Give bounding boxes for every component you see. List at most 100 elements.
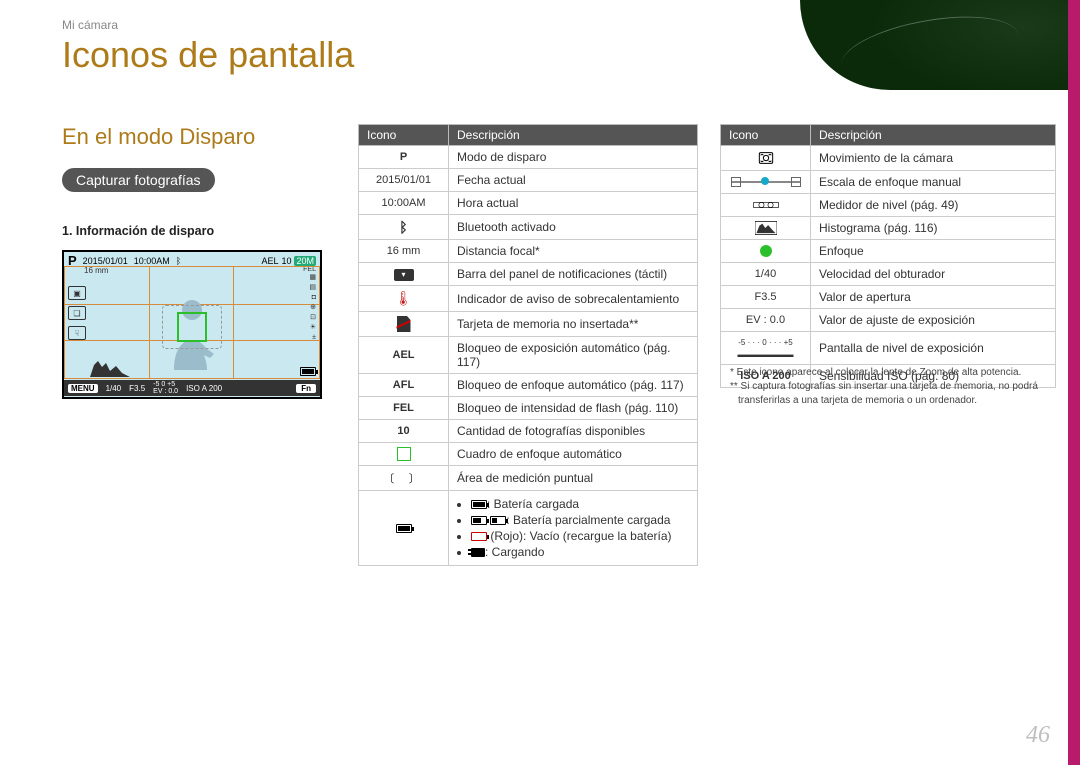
icon-cell: 16 mm xyxy=(359,240,449,263)
desc-cell: Tarjeta de memoria no insertada** xyxy=(449,312,698,337)
desc-cell: Cantidad de fotografías disponibles xyxy=(449,420,698,443)
icon-cell: ▾ xyxy=(359,263,449,286)
icon-table-left: Icono Descripción PModo de disparo2015/0… xyxy=(358,124,698,566)
desc-cell: Distancia focal* xyxy=(449,240,698,263)
touch-icon: ☟ xyxy=(68,326,86,340)
table-row: PModo de disparo xyxy=(359,146,698,169)
section-heading: En el modo Disparo xyxy=(62,124,255,150)
table-row: 2015/01/01Fecha actual xyxy=(359,169,698,192)
lcd-fn-button[interactable]: Fn xyxy=(296,384,316,393)
desc-cell: Bloqueo de enfoque automático (pág. 117) xyxy=(449,374,698,397)
icon-cell xyxy=(721,171,811,194)
table-row: 10:00AMHora actual xyxy=(359,192,698,215)
desc-cell: Histograma (pág. 116) xyxy=(811,217,1056,240)
lcd-histogram xyxy=(90,357,130,377)
lcd-bottom-bar: MENU 1/40 F3.5 -5 0 +5EV : 0.0 ISO A 200… xyxy=(64,380,320,396)
lcd-time: 10:00AM xyxy=(134,256,170,266)
footnotes: * Este icono aparece al colocar la lente… xyxy=(730,366,1060,408)
shooting-info-label: 1. Información de disparo xyxy=(62,224,214,238)
icon-cell: 10 xyxy=(359,420,449,443)
footnote-1: * Este icono aparece al colocar la lente… xyxy=(730,366,1060,380)
table-row: 〔 〕Área de medición puntual xyxy=(359,466,698,491)
table-row: 16 mmDistancia focal* xyxy=(359,240,698,263)
table-row: Cuadro de enfoque automático xyxy=(359,443,698,466)
desc-cell: Enfoque xyxy=(811,240,1056,263)
icon-cell: 2015/01/01 xyxy=(359,169,449,192)
table-row: 🌡Indicador de aviso de sobrecalentamient… xyxy=(359,286,698,312)
table-row: F3.5Valor de apertura xyxy=(721,286,1056,309)
icon-cell: -5 · · · 0 · · · +5▬▬▬▬▬▬▬ xyxy=(721,332,811,365)
col-icon: Icono xyxy=(359,125,449,146)
icon-cell: FEL xyxy=(359,397,449,420)
lcd-iso: ISO A 200 xyxy=(186,384,222,393)
desc-cell: Medidor de nivel (pág. 49) xyxy=(811,194,1056,217)
lcd-count: 10 xyxy=(281,256,291,266)
desc-cell: Fecha actual xyxy=(449,169,698,192)
table-row: Escala de enfoque manual xyxy=(721,171,1056,194)
lcd-ael: AEL xyxy=(261,256,278,266)
table-row: FELBloqueo de intensidad de flash (pág. … xyxy=(359,397,698,420)
desc-cell: Movimiento de la cámara xyxy=(811,146,1056,171)
lcd-ev-scale: -5 0 +5EV : 0.0 xyxy=(153,381,178,395)
desc-cell: Valor de apertura xyxy=(811,286,1056,309)
multi-shot-icon: ❏ xyxy=(68,306,86,320)
breadcrumb: Mi cámara xyxy=(62,18,118,32)
icon-cell: EV : 0.0 xyxy=(721,309,811,332)
icon-cell xyxy=(721,146,811,171)
icon-cell: AEL xyxy=(359,337,449,374)
desc-cell: Modo de disparo xyxy=(449,146,698,169)
side-accent-bar xyxy=(1068,0,1080,765)
lcd-af-box xyxy=(177,312,207,342)
lcd-left-icons: ▣ ❏ ☟ xyxy=(68,286,86,340)
desc-cell: Barra del panel de notificaciones (tácti… xyxy=(449,263,698,286)
footnote-2: ** Si captura fotografías sin insertar u… xyxy=(730,380,1060,408)
table-row: Enfoque xyxy=(721,240,1056,263)
lcd-date: 2015/01/01 xyxy=(83,256,128,266)
lcd-menu-button[interactable]: MENU xyxy=(68,384,98,393)
page-title: Iconos de pantalla xyxy=(62,34,354,76)
icon-cell xyxy=(721,217,811,240)
lcd-bluetooth-icon: ᛒ xyxy=(176,256,181,266)
icon-cell xyxy=(359,312,449,337)
desc-cell: Área de medición puntual xyxy=(449,466,698,491)
icon-cell xyxy=(359,491,449,566)
lcd-mp-badge: 20M xyxy=(294,256,316,266)
table-row: : Batería cargada : Batería parcialmente… xyxy=(359,491,698,566)
table-row: Medidor de nivel (pág. 49) xyxy=(721,194,1056,217)
lcd-right-icons: ▦▤◘⊕⊡☀± xyxy=(309,274,316,341)
desc-cell: Valor de ajuste de exposición xyxy=(811,309,1056,332)
desc-cell: Pantalla de nivel de exposición xyxy=(811,332,1056,365)
table-row: 10Cantidad de fotografías disponibles xyxy=(359,420,698,443)
desc-cell: Escala de enfoque manual xyxy=(811,171,1056,194)
icon-cell xyxy=(359,443,449,466)
icon-cell xyxy=(721,194,811,217)
table-row: ᛒBluetooth activado xyxy=(359,215,698,240)
desc-cell: Velocidad del obturador xyxy=(811,263,1056,286)
table-row: AELBloqueo de exposición automático (pág… xyxy=(359,337,698,374)
icon-table-right: Icono Descripción Movimiento de la cámar… xyxy=(720,124,1056,388)
table-row: 1/40Velocidad del obturador xyxy=(721,263,1056,286)
desc-cell: Cuadro de enfoque automático xyxy=(449,443,698,466)
icon-cell: 10:00AM xyxy=(359,192,449,215)
icon-cell: ᛒ xyxy=(359,215,449,240)
col-icon: Icono xyxy=(721,125,811,146)
desc-cell: : Batería cargada : Batería parcialmente… xyxy=(449,491,698,566)
table-row: Movimiento de la cámara xyxy=(721,146,1056,171)
table-row: AFLBloqueo de enfoque automático (pág. 1… xyxy=(359,374,698,397)
icon-cell: 〔 〕 xyxy=(359,466,449,491)
icon-cell: F3.5 xyxy=(721,286,811,309)
camera-lcd-preview: P 2015/01/01 10:00AM ᛒ AEL 10 20M FEL 16… xyxy=(62,250,322,399)
desc-cell: Bloqueo de intensidad de flash (pág. 110… xyxy=(449,397,698,420)
col-desc: Descripción xyxy=(449,125,698,146)
desc-cell: Bluetooth activado xyxy=(449,215,698,240)
desc-cell: Bloqueo de exposición automático (pág. 1… xyxy=(449,337,698,374)
decorative-banner xyxy=(800,0,1080,90)
desc-cell: Indicador de aviso de sobrecalentamiento xyxy=(449,286,698,312)
lcd-shutter: 1/40 xyxy=(106,384,122,393)
table-row: -5 · · · 0 · · · +5▬▬▬▬▬▬▬Pantalla de ni… xyxy=(721,332,1056,365)
lcd-aperture: F3.5 xyxy=(129,384,145,393)
battery-states: : Batería cargada : Batería parcialmente… xyxy=(457,497,689,559)
capture-pill: Capturar fotografías xyxy=(62,168,215,192)
page-number: 46 xyxy=(1026,722,1050,749)
table-row: Histograma (pág. 116) xyxy=(721,217,1056,240)
